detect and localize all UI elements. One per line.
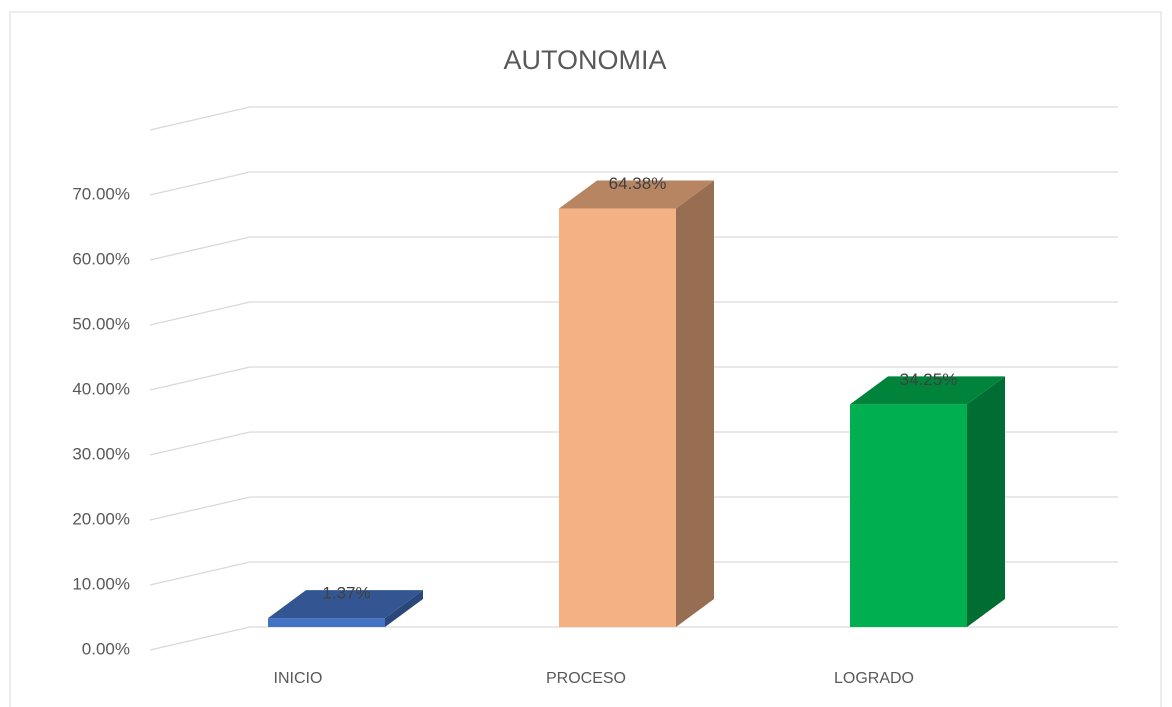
y-tick-label: 20.00% xyxy=(72,509,130,528)
x-tick-label: INICIO xyxy=(274,670,323,687)
y-tick-label: 60.00% xyxy=(72,249,130,268)
bar-top xyxy=(850,376,1005,405)
grid-line xyxy=(149,171,1118,196)
bar-side xyxy=(385,590,423,627)
bar-top xyxy=(268,590,423,619)
bar-top xyxy=(559,180,714,209)
y-tick-label: 70.00% xyxy=(72,184,130,203)
grid-line xyxy=(149,301,1118,326)
x-tick-label: LOGRADO xyxy=(834,670,914,687)
bar xyxy=(268,618,385,627)
bar-side xyxy=(967,376,1005,627)
bar xyxy=(850,404,967,627)
y-tick-label: 40.00% xyxy=(72,379,130,398)
data-label: 1.37% xyxy=(322,584,370,603)
bar-side xyxy=(676,180,714,627)
x-tick-label: PROCESO xyxy=(546,670,626,687)
grid-line xyxy=(149,431,1118,456)
chart-title: AUTONOMIA xyxy=(503,45,666,75)
data-label: 34.25% xyxy=(900,370,958,389)
y-tick-label: 50.00% xyxy=(72,314,130,333)
grid-line xyxy=(149,106,1118,131)
grid-line xyxy=(149,366,1118,391)
grid-line xyxy=(149,496,1118,521)
grid-line xyxy=(149,236,1118,261)
y-tick-label: 30.00% xyxy=(72,444,130,463)
data-label: 64.38% xyxy=(609,174,667,193)
grid-line xyxy=(149,626,1118,651)
bar xyxy=(559,208,676,627)
y-tick-label: 0.00% xyxy=(82,639,130,658)
y-tick-label: 10.00% xyxy=(72,574,130,593)
grid-line xyxy=(149,561,1118,586)
